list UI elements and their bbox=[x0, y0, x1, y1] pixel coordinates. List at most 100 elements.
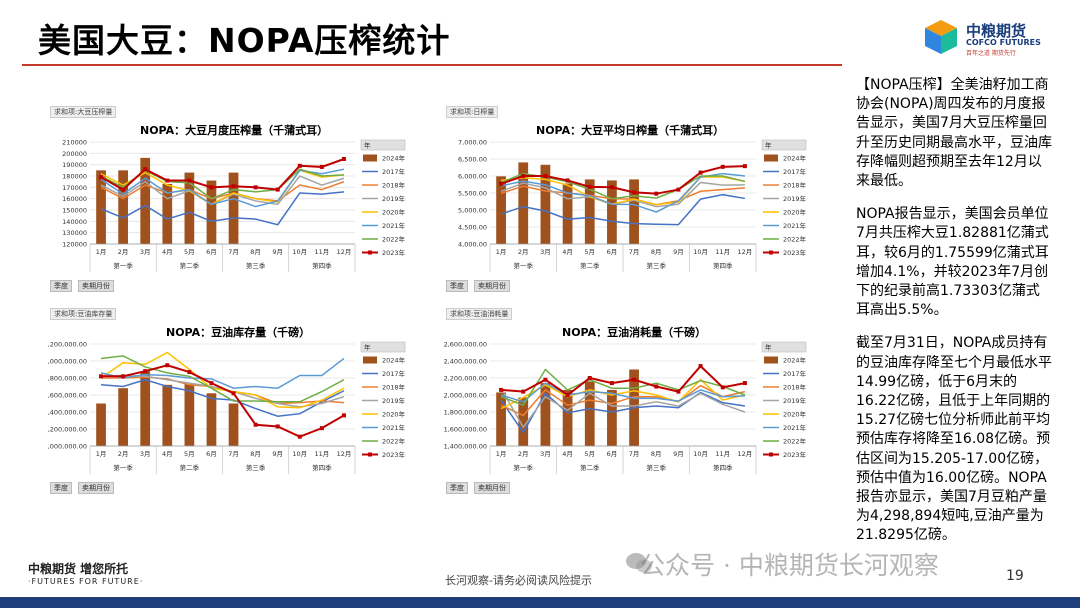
quarter-label: 第一季 bbox=[113, 463, 133, 472]
series-marker bbox=[720, 164, 725, 169]
pivot-field-tag[interactable]: 求和项:日榨量 bbox=[446, 106, 499, 118]
y-tick-label: 140000 bbox=[62, 218, 87, 226]
bar-2024 bbox=[518, 397, 529, 446]
bar-2024 bbox=[162, 384, 173, 446]
series-marker bbox=[341, 157, 346, 161]
series-marker bbox=[187, 178, 192, 183]
pivot-field-tag[interactable]: 求和项:豆油消耗量 bbox=[446, 308, 513, 320]
legend-marker bbox=[368, 452, 372, 457]
logo-name-cn: 中粮期货 bbox=[966, 22, 1027, 40]
series-marker bbox=[587, 376, 592, 380]
legend-label: 2022年 bbox=[382, 235, 406, 244]
quarter-label: 第三季 bbox=[246, 261, 266, 270]
series-line-2017年 bbox=[100, 378, 345, 418]
filter-month[interactable]: 卖期月份 bbox=[474, 482, 510, 494]
legend-label: 2023年 bbox=[382, 248, 406, 257]
x-tick-label: 7月 bbox=[629, 248, 640, 256]
chart-svg: 1,000,000.00 1,200,000.00 1,400,000.00 1,60… bbox=[48, 341, 406, 474]
series-marker bbox=[297, 163, 302, 168]
y-tick-label: 2,600,000.00 bbox=[444, 341, 487, 349]
x-tick-label: 11月 bbox=[314, 248, 329, 256]
pivot-field-tag[interactable]: 求和项:大豆压榨量 bbox=[50, 106, 117, 118]
legend-filter-button bbox=[761, 139, 807, 151]
y-tick-label: 6,500.00 bbox=[458, 156, 487, 164]
x-tick-label: 9月 bbox=[272, 450, 283, 458]
filter-month[interactable]: 卖期月份 bbox=[78, 482, 114, 494]
series-marker bbox=[521, 389, 526, 394]
series-marker bbox=[742, 381, 747, 386]
filter-season[interactable]: 季度 bbox=[50, 280, 72, 292]
chart-svg: 4,000.00 4,500.00 5,000.00 5,500.00 6,000.00… bbox=[458, 139, 807, 272]
series-marker bbox=[632, 377, 637, 382]
series-marker bbox=[587, 184, 592, 189]
series-marker bbox=[165, 178, 170, 183]
commentary-paragraph-1: 【NOPA压榨】全美油籽加工商协会(NOPA)周四发布的月度报告显示，美国7月大… bbox=[856, 77, 1052, 190]
x-tick-label: 10月 bbox=[292, 248, 307, 256]
series-marker bbox=[297, 434, 302, 439]
x-tick-label: 10月 bbox=[292, 450, 307, 458]
series-marker bbox=[275, 187, 280, 192]
series-marker bbox=[698, 170, 703, 175]
x-tick-label: 4月 bbox=[162, 248, 173, 256]
y-tick-label: 1,800,000.00 bbox=[48, 375, 87, 383]
filter-season[interactable]: 季度 bbox=[50, 482, 72, 494]
filter-month[interactable]: 卖期月份 bbox=[78, 280, 114, 292]
x-tick-label: 3月 bbox=[140, 248, 151, 256]
chart-svg: 1,400,000.00 1,600,000.00 1,800,000.00 2,00… bbox=[444, 341, 807, 474]
filter-season[interactable]: 季度 bbox=[446, 482, 468, 494]
legend-label: 2021年 bbox=[783, 423, 807, 432]
y-tick-label: 2,200,000.00 bbox=[48, 341, 87, 349]
series-marker bbox=[676, 187, 681, 192]
chart-title: NOPA：大豆月度压榨量（千蒲式耳） bbox=[140, 124, 329, 137]
series-line-2019年 bbox=[500, 387, 746, 429]
filter-month[interactable]: 卖期月份 bbox=[474, 280, 510, 292]
bar-2024 bbox=[584, 381, 595, 446]
x-tick-label: 1月 bbox=[496, 450, 507, 458]
series-marker bbox=[632, 190, 637, 195]
series-line-2017年 bbox=[500, 391, 746, 434]
legend-label: 2024年 bbox=[783, 356, 807, 365]
series-marker bbox=[499, 181, 504, 186]
x-tick-label: 2月 bbox=[518, 248, 529, 256]
legend-label: 2021年 bbox=[783, 221, 807, 230]
quarter-label: 第四季 bbox=[713, 261, 733, 270]
chart-panel-oil-stocks: 求和项:豆油库存量 NOPA：豆油库存量（千磅） 1,000,000.00 1,2… bbox=[48, 304, 433, 494]
chart-panel-crush-daily: 求和项:日榨量 NOPA：大豆平均日榨量（千蒲式耳） 4,000.00 4,500… bbox=[444, 102, 834, 292]
quarter-label: 第四季 bbox=[312, 463, 332, 472]
company-logo: 中粮期货 COFCO FUTURES 百年之道 期货先行 bbox=[922, 18, 1052, 58]
y-tick-label: 1,800,000.00 bbox=[444, 409, 487, 417]
legend-label: 2023年 bbox=[382, 450, 406, 459]
bar-2024 bbox=[118, 170, 128, 244]
legend-label: 2019年 bbox=[783, 396, 807, 405]
y-tick-label: 180000 bbox=[62, 173, 87, 181]
footer-brand-cn: 中粮期货 增您所托 bbox=[28, 562, 129, 576]
filter-season[interactable]: 季度 bbox=[446, 280, 468, 292]
series-line-2021年 bbox=[100, 168, 345, 208]
bar-2024 bbox=[607, 180, 617, 244]
x-tick-label: 5月 bbox=[184, 248, 195, 256]
x-tick-label: 6月 bbox=[607, 248, 618, 256]
quarter-label: 第一季 bbox=[514, 261, 534, 270]
x-tick-label: 7月 bbox=[629, 450, 640, 458]
bar-2024 bbox=[206, 393, 217, 446]
series-marker bbox=[654, 384, 659, 389]
series-line-2023年 bbox=[101, 364, 345, 438]
series-marker bbox=[99, 374, 104, 379]
x-tick-label: 6月 bbox=[206, 450, 217, 458]
legend-filter-button bbox=[360, 341, 406, 353]
y-tick-label: 2,000,000.00 bbox=[48, 358, 87, 366]
series-line-2021年 bbox=[500, 382, 745, 403]
x-tick-label: 4月 bbox=[562, 450, 573, 458]
legend-label: 2020年 bbox=[783, 208, 807, 217]
series-marker bbox=[143, 369, 148, 374]
pivot-field-tag[interactable]: 求和项:豆油库存量 bbox=[50, 308, 117, 320]
series-line-2018年 bbox=[100, 180, 345, 202]
legend-filter-label: 年 bbox=[765, 343, 772, 352]
bar-2024 bbox=[496, 176, 506, 244]
legend-label: 2022年 bbox=[382, 437, 406, 446]
legend-label: 2022年 bbox=[783, 437, 807, 446]
x-tick-label: 11月 bbox=[314, 450, 329, 458]
legend-label: 2024年 bbox=[783, 154, 807, 163]
series-marker bbox=[521, 174, 526, 178]
series-marker bbox=[543, 174, 548, 178]
